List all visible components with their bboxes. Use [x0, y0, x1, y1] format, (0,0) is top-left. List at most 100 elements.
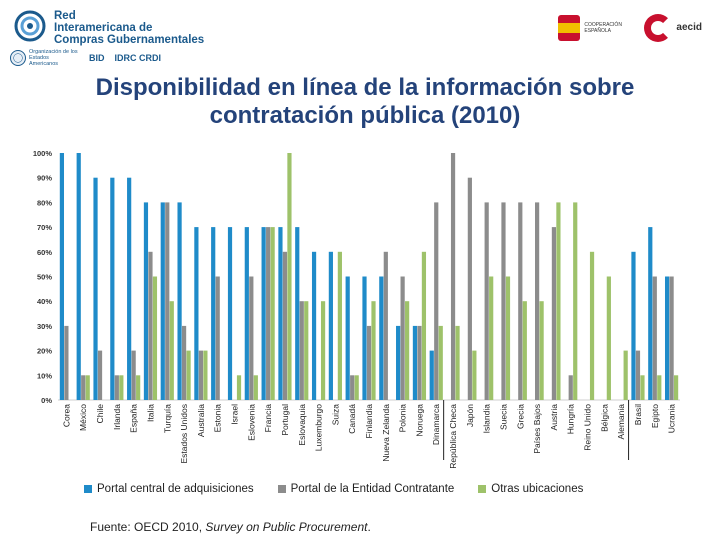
y-tick-label: 60% [37, 248, 52, 257]
oas-name: Organización de los Estados Americanos [29, 49, 78, 67]
bar-otras [640, 375, 645, 400]
x-category-label: Portugal [280, 404, 290, 436]
x-category-label: Canadá [347, 404, 357, 434]
bar-central [295, 227, 300, 400]
legend-item-otras: Otras ubicaciones [478, 483, 583, 495]
legend-item-central: Portal central de adquisiciones [84, 483, 254, 495]
source-note: Fuente: OECD 2010, Survey on Public Proc… [90, 520, 371, 534]
bar-otras [657, 375, 662, 400]
bar-entidad [652, 276, 657, 400]
y-tick-label: 90% [37, 174, 52, 183]
oas-logo: Organización de los Estados Americanos [10, 49, 79, 67]
x-category-label: Brasil [633, 404, 643, 425]
bar-entidad [282, 251, 288, 400]
x-category-label: Luxemburgo [314, 404, 324, 452]
bar-entidad [181, 325, 187, 400]
bar-otras [489, 276, 494, 400]
x-category-label: Noruega [414, 404, 424, 437]
bar-otras [606, 276, 611, 400]
bar-central [177, 202, 182, 400]
availability-bar-chart: 0% 10% 20% 30% 40% 50% 60% 70% 80% 90% 100% Corea Mé… [33, 149, 680, 469]
bar-otras [354, 375, 359, 400]
network-logo: Red Interamericana de Compras Gubernamen… [10, 6, 220, 72]
bar-central [194, 227, 199, 400]
bar-central [227, 227, 233, 400]
bar-otras [337, 251, 342, 400]
x-category-label: Irlanda [112, 404, 122, 430]
bar-otras [522, 301, 527, 400]
bar-central [110, 177, 115, 400]
bar-central [244, 227, 249, 400]
bar-otras [304, 301, 309, 400]
x-category-label: Reino Unido [583, 404, 593, 451]
network-name-line: Red [54, 10, 76, 22]
bar-otras [455, 325, 460, 400]
bar-otras [253, 375, 258, 400]
bar-entidad [635, 350, 641, 400]
legend-item-entidad: Portal de la Entidad Contratante [277, 483, 455, 495]
x-category-label: Eslovaquia [297, 404, 307, 446]
bar-otras [186, 350, 191, 400]
bar-otras [371, 301, 376, 400]
bar-otras [405, 301, 410, 400]
x-category-label: Corea [61, 404, 71, 427]
aecid-label: aecid [676, 22, 702, 33]
bar-entidad [501, 202, 506, 400]
bar-central [648, 227, 653, 400]
bar-entidad [383, 251, 388, 400]
bar-entidad [148, 251, 153, 400]
bar-otras [287, 153, 292, 400]
bar-central [379, 276, 384, 400]
bar-central [631, 251, 636, 400]
network-name: Red Interamericana de Compras Gubernamen… [54, 10, 204, 46]
bar-entidad [266, 227, 271, 400]
bar-otras [85, 375, 90, 400]
bar-entidad [350, 375, 355, 400]
source-prefix: Fuente: OECD 2010, [90, 520, 206, 534]
bar-otras [556, 202, 561, 400]
bar-entidad [669, 276, 674, 400]
bar-entidad [518, 202, 523, 400]
source-suffix: . [367, 520, 371, 534]
y-tick-label: 0% [41, 396, 52, 405]
x-category-label: Islandia [482, 404, 492, 434]
bar-otras [169, 301, 174, 400]
aecid-logo: aecid [644, 14, 702, 42]
x-category-label: Estonia [213, 404, 223, 433]
x-category-label: Finlandia [364, 404, 374, 439]
sponsor-logos: COOPERACIÓN ESPAÑOLA aecid [558, 10, 702, 46]
bar-central [261, 227, 266, 400]
source-italic: Survey on Public Procurement [205, 520, 368, 534]
bar-entidad [81, 375, 86, 400]
bid-logo: BID [89, 53, 105, 63]
y-tick-label: 100% [33, 149, 53, 158]
x-category-label: México [78, 404, 88, 431]
x-category-label: Francia [263, 404, 273, 433]
y-tick-label: 20% [37, 347, 52, 356]
bar-entidad [215, 276, 220, 400]
legend-label-entidad: Portal de la Entidad Contratante [290, 483, 455, 495]
bar-otras [203, 350, 208, 400]
x-category-label: Hungría [566, 404, 576, 435]
legend-swatch-otras [478, 485, 487, 493]
bar-otras [673, 375, 679, 400]
x-category-label: República Checa [448, 404, 458, 469]
bar-entidad [366, 325, 372, 400]
bar-central [412, 325, 418, 400]
bar-entidad [400, 276, 405, 400]
bar-central [76, 153, 81, 400]
bar-central [143, 202, 149, 400]
slide-title: Disponibilidad en línea de la informació… [30, 74, 700, 130]
x-category-label: Chile [95, 404, 105, 424]
bar-entidad [131, 350, 136, 400]
bar-entidad [198, 350, 203, 400]
partner-logos: Organización de los Estados Americanos B… [10, 48, 161, 68]
bar-central [160, 202, 165, 400]
bar-entidad [568, 375, 573, 400]
y-tick-label: 10% [37, 371, 52, 380]
bar-central [211, 227, 216, 400]
y-tick-label: 30% [37, 322, 52, 331]
bar-entidad [249, 276, 254, 400]
bar-otras [421, 251, 427, 400]
spain-cooperation-logo: COOPERACIÓN ESPAÑOLA [558, 15, 622, 41]
